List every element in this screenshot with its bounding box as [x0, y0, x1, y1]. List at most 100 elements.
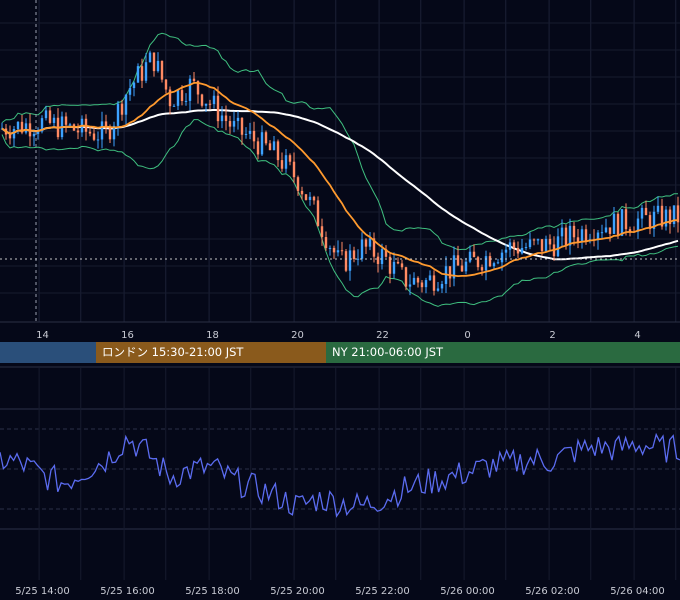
- candle-body-83: [332, 247, 336, 253]
- candle-body-19: [76, 130, 80, 133]
- candle-body-95: [380, 249, 384, 264]
- candle-body-149: [596, 232, 600, 240]
- candle-body-168: [672, 205, 676, 225]
- candle-body-167: [668, 209, 672, 225]
- candle-body-155: [620, 209, 624, 236]
- candle-body-146: [584, 229, 588, 241]
- candle-body-46: [184, 100, 188, 102]
- candle-body-8: [32, 133, 36, 137]
- candle-body-128: [512, 242, 516, 248]
- candle-body-143: [572, 225, 576, 238]
- price-tick-7: 4: [634, 330, 640, 341]
- candle-body-133: [532, 239, 536, 241]
- candle-body-122: [488, 256, 492, 267]
- candle-body-68: [272, 141, 276, 151]
- candle-body-145: [580, 229, 584, 243]
- candle-body-160: [640, 207, 644, 219]
- candle-body-52: [208, 103, 212, 105]
- candle-body-32: [128, 88, 132, 95]
- candle-body-49: [196, 81, 200, 95]
- candle-body-96: [384, 249, 388, 257]
- candle-body-13: [52, 117, 56, 123]
- candle-body-60: [240, 117, 244, 135]
- candle-body-104: [416, 277, 420, 283]
- candle-body-26: [104, 121, 108, 128]
- candle-body-125: [500, 252, 504, 263]
- candle-body-90: [360, 239, 364, 259]
- candle-body-165: [660, 205, 664, 227]
- candle-body-23: [92, 133, 96, 140]
- candle-body-124: [496, 262, 500, 264]
- moving-average-orange: [1, 82, 679, 278]
- osc-tick-6: 5/26 02:00: [525, 586, 579, 597]
- candle-body-169: [676, 205, 680, 223]
- candle-body-114: [456, 255, 460, 266]
- candle-body-64: [256, 141, 260, 155]
- candle-body-44: [176, 90, 180, 106]
- candle-body-159: [636, 218, 640, 232]
- candle-body-91: [364, 239, 368, 247]
- candle-body-79: [316, 200, 320, 227]
- candle-body-118: [472, 251, 476, 258]
- osc-tick-5: 5/26 00:00: [440, 586, 494, 597]
- candle-body-63: [252, 130, 256, 142]
- candle-body-3: [12, 128, 16, 139]
- candle-body-103: [412, 277, 416, 285]
- price-tick-5: 0: [464, 330, 470, 341]
- session-label-london: ロンドン 15:30-21:00 JST: [102, 345, 244, 359]
- candle-body-9: [36, 131, 40, 134]
- candle-body-107: [428, 275, 432, 281]
- candle-body-119: [476, 257, 480, 268]
- candle-body-42: [168, 89, 172, 107]
- candle-body-77: [308, 196, 312, 200]
- candle-body-56: [224, 115, 228, 122]
- osc-tick-7: 5/26 04:00: [610, 586, 664, 597]
- candle-body-84: [336, 250, 340, 253]
- candlesticks: [0, 50, 680, 296]
- price-x-ticks: 14 16 18 20 22 0 2 4: [36, 330, 641, 341]
- candle-body-92: [368, 238, 372, 247]
- candle-body-88: [352, 250, 356, 259]
- candle-body-2: [8, 134, 12, 139]
- candle-body-80: [320, 226, 324, 238]
- candle-body-62: [248, 130, 252, 134]
- candle-body-59: [236, 117, 240, 122]
- candle-body-73: [292, 161, 296, 178]
- candle-body-142: [568, 225, 572, 246]
- oscillator-line: [0, 432, 680, 518]
- candle-body-97: [388, 256, 392, 274]
- candle-body-129: [516, 247, 520, 254]
- candle-body-141: [564, 227, 568, 246]
- candle-body-130: [520, 248, 524, 254]
- candle-body-163: [652, 211, 656, 229]
- candle-body-81: [324, 237, 328, 249]
- candle-body-35: [140, 66, 144, 81]
- candle-body-70: [280, 160, 284, 169]
- candle-body-27: [108, 127, 112, 140]
- candle-body-110: [440, 283, 444, 289]
- candle-body-72: [288, 155, 292, 162]
- band-lower: [1, 119, 679, 307]
- osc-series-line: [0, 432, 680, 518]
- osc-tick-2: 5/25 18:00: [185, 586, 239, 597]
- candle-body-135: [540, 239, 544, 252]
- candle-body-76: [304, 194, 308, 200]
- candle-body-43: [172, 105, 176, 107]
- candle-body-131: [524, 247, 528, 249]
- candle-body-24: [96, 139, 100, 141]
- candle-body-85: [340, 250, 344, 252]
- candle-body-137: [548, 238, 552, 245]
- osc-tick-0: 5/25 14:00: [15, 586, 69, 597]
- session-label-newyork: NY 21:00-06:00 JST: [332, 345, 444, 359]
- candle-body-11: [44, 110, 48, 119]
- candle-body-116: [464, 261, 468, 272]
- candle-body-71: [284, 155, 288, 169]
- price-tick-1: 16: [121, 330, 134, 341]
- candle-body-132: [528, 239, 532, 248]
- candle-body-166: [664, 209, 668, 227]
- candle-body-78: [312, 196, 316, 201]
- candle-body-6: [24, 123, 28, 133]
- osc-tick-1: 5/25 16:00: [100, 586, 154, 597]
